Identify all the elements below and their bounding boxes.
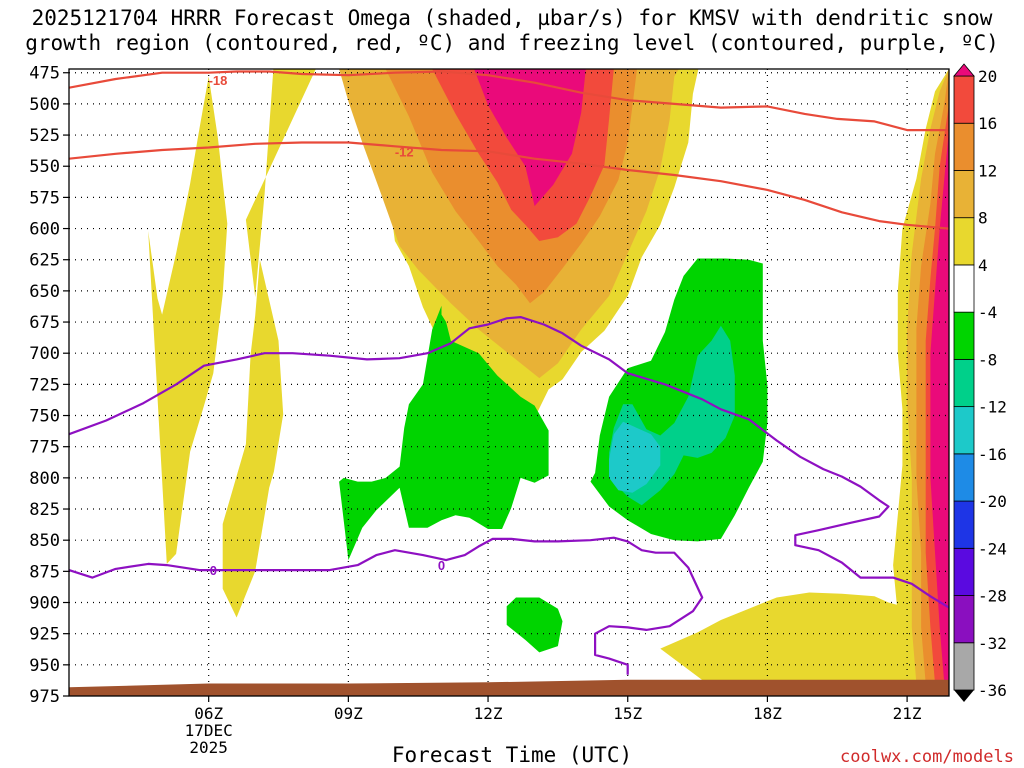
title-line-2: growth region (contoured, red, ºC) and f… [25,31,999,55]
y-tick-label-750: 750 [29,407,60,427]
colorbar-label-9: 4 [978,256,988,275]
terrain-band [69,679,949,696]
omega-shading [148,69,949,684]
y-tick-label-800: 800 [29,469,60,489]
x-tick-label-09Z: 09Z [334,704,363,723]
omega-region-14 [506,597,563,653]
colorbar-seg-4 [953,453,975,502]
contour-line-0 [69,70,949,132]
colorbar-label-13: 20 [978,67,997,86]
colorbar-label-1: -32 [978,634,1007,653]
colorbar-label-11: 12 [978,161,997,180]
credit-link[interactable]: coolwx.com/models [840,747,1014,767]
y-tick-label-675: 675 [29,313,60,333]
x-tick-label-15Z: 15Z [613,704,642,723]
omega-region-12 [930,128,949,684]
y-tick-label-600: 600 [29,220,60,240]
colorbar-seg-6 [953,358,975,408]
omega-region-17 [609,421,661,493]
contour-label-1: -12 [395,144,414,159]
plot-frame [68,68,950,697]
colorbar-label-2: -28 [978,587,1007,606]
y-tick-label-650: 650 [29,282,60,302]
colorbar-seg-1 [953,595,975,644]
colorbar-label-0: -36 [978,681,1007,700]
y-tick-label-700: 700 [29,344,60,364]
colorbar-label-6: -12 [978,398,1007,417]
colorbar-label-4: -20 [978,492,1007,511]
x-tick-label-18Z: 18Z [753,704,782,723]
axes: 475 500 525 550 575 600 625 650 675 700 725 750 775 8… [29,64,950,757]
omega-region-7 [660,592,945,684]
y-tick-label-550: 550 [29,157,60,177]
x-tick-label-12Z: 12Z [474,704,503,723]
colorbar-max-arrow [953,63,975,77]
temperature-contours: -18-120 0 [69,70,949,675]
colorbar-label-12: 16 [978,114,997,133]
contour-label-0: -18 [209,73,228,88]
y-tick-label-825: 825 [29,500,60,520]
contour-line-3 [69,536,704,675]
omega-region-13 [339,305,549,561]
colorbar-seg-12 [953,75,975,124]
y-tick-label-875: 875 [29,562,60,582]
colorbar-label-7: -8 [978,350,997,369]
colorbar-seg-11 [953,122,975,171]
colorbar-seg-3 [953,500,975,549]
x-axis-label: Forecast Time (UTC) [391,743,633,767]
y-tick-label-775: 775 [29,438,60,458]
x-tick-label-21Z: 21Z [893,704,922,723]
colorbar: -36 -32 -28 -24 -20 -16 -12 -8 -4 4 8 12 16 20 [953,63,1007,702]
y-tick-label-525: 525 [29,126,60,146]
gridlines [69,69,949,696]
contour-label-3: 0 [438,558,445,573]
omega-region-4 [474,69,586,207]
omega-region-6 [222,259,284,618]
colorbar-seg-10 [953,170,975,219]
contour-line-2 [69,316,949,609]
colorbar-seg-5 [953,406,975,455]
date-label-0: 17DEC [185,721,233,740]
colorbar-min-arrow [954,690,974,702]
y-tick-label-850: 850 [29,531,60,551]
colorbar-label-5: -16 [978,445,1007,464]
y-tick-label-925: 925 [29,625,60,645]
y-tick-label-900: 900 [29,594,60,614]
date-label-1: 2025 [189,738,228,757]
y-tick-label-500: 500 [29,95,60,115]
colorbar-seg-9 [953,217,975,266]
y-tick-label-575: 575 [29,188,60,208]
colorbar-label-8: -4 [978,303,997,322]
contour-line-1 [69,141,949,230]
chart-title: 2025121704 HRRR Forecast Omega (shaded, … [0,6,1024,56]
y-tick-label-725: 725 [29,375,60,395]
omega-region-5 [148,76,228,564]
title-line-1: 2025121704 HRRR Forecast Omega (shaded, … [31,6,993,30]
y-tick-label-625: 625 [29,251,60,271]
colorbar-seg-7 [953,311,975,360]
colorbar-label-3: -24 [978,539,1007,558]
y-tick-label-950: 950 [29,656,60,676]
colorbar-seg-8 [953,264,975,313]
colorbar-seg-0 [953,642,975,691]
colorbar-label-10: 8 [978,209,988,228]
y-tick-label-475: 475 [29,64,60,84]
y-tick-label-975: 975 [29,687,60,707]
terrain-fill [69,679,949,696]
x-tick-label-06Z: 06Z [194,704,223,723]
colorbar-seg-2 [953,547,975,596]
